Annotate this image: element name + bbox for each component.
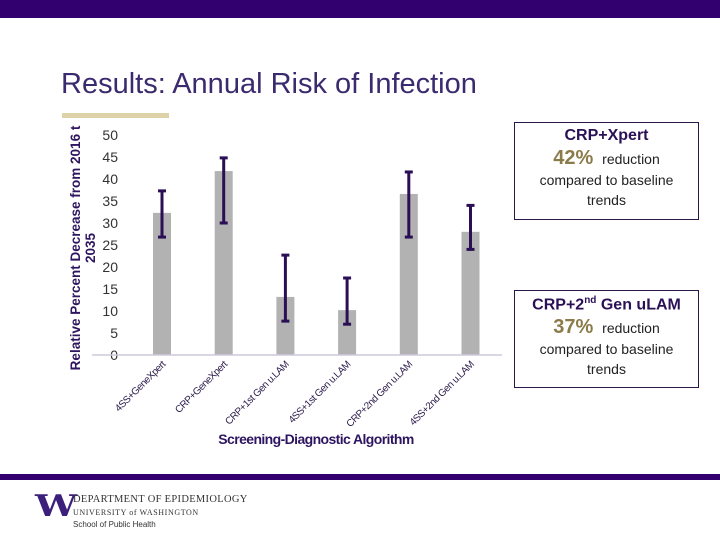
bars [153, 171, 480, 355]
y-tick-label: 10 [102, 303, 118, 319]
error-bar [158, 189, 166, 239]
callout-reduction: reduction [602, 151, 660, 167]
bar [399, 193, 418, 355]
y-tick-label: 45 [102, 149, 118, 165]
callout-line-1: compared to baseline [539, 341, 674, 358]
y-tick-label: 15 [102, 281, 118, 297]
callout-line-2: trends [587, 192, 626, 208]
bar [214, 171, 233, 355]
y-axis-label: Relative Percent Decrease from 2016 t 20… [68, 125, 98, 370]
top-banner [0, 0, 720, 18]
footer-rule [0, 474, 720, 480]
y-tick-label: 50 [102, 127, 118, 143]
department-name: DEPARTMENT OF EPIDEMIOLOGY [73, 494, 248, 505]
callout-percent: 37% [553, 316, 594, 339]
y-tick-label: 30 [102, 215, 118, 231]
x-tick-label: CRP+GeneXpert [173, 359, 230, 416]
callout-heading: CRP+Xpert [564, 127, 649, 144]
y-tick-label: 35 [102, 193, 118, 209]
y-tick-label: 40 [102, 171, 118, 187]
callout-line-2: trends [587, 361, 626, 378]
title-underline [62, 113, 169, 118]
y-tick-label: 5 [110, 325, 118, 341]
error-bar [219, 156, 228, 225]
error-bar [466, 203, 475, 251]
bar [153, 212, 171, 355]
university-name: UNIVERSITY of WASHINGTON [73, 508, 199, 517]
x-tick-label: CRP+2nd Gen u.LAM [345, 359, 415, 429]
callout-crp-2nd-gen-ulam: CRP+2nd Gen uLAM 37% reduction compared … [514, 290, 699, 388]
error-bar [343, 276, 352, 326]
y-axis-label-line-2: 2035 [83, 232, 98, 263]
school-name: School of Public Health [73, 520, 156, 529]
y-tick-label: 25 [102, 237, 118, 253]
x-axis-label: Screening-Diagnostic Algorithm [218, 431, 414, 447]
slide-title: Results: Annual Risk of Infection [61, 68, 477, 100]
x-tick-label: 4SS+1st Gen u.LAM [287, 359, 354, 426]
callout-heading: CRP+2nd Gen uLAM [532, 295, 681, 314]
y-tick-label: 20 [102, 259, 118, 275]
y-axis-label-line-1: Relative Percent Decrease from 2016 t [68, 125, 83, 370]
callout-reduction: reduction [602, 320, 660, 337]
uw-logo-icon: W [35, 489, 78, 524]
callout-line-1: compared to baseline [539, 172, 674, 188]
callout-percent: 42% [553, 147, 594, 169]
x-tick-label: CRP+1st Gen u.LAM [224, 359, 292, 427]
bar [338, 310, 357, 355]
error-bar [404, 170, 413, 239]
x-tick-label: 4SS+GeneXpert [113, 359, 168, 414]
x-tick-label: 4SS+2nd Gen u.LAM [408, 359, 477, 428]
bar [276, 296, 295, 355]
bar [461, 231, 480, 355]
error-bar [281, 253, 290, 323]
error-bars [158, 156, 475, 326]
callout-crp-xpert: CRP+Xpert 42% reduction compared to base… [514, 122, 699, 220]
